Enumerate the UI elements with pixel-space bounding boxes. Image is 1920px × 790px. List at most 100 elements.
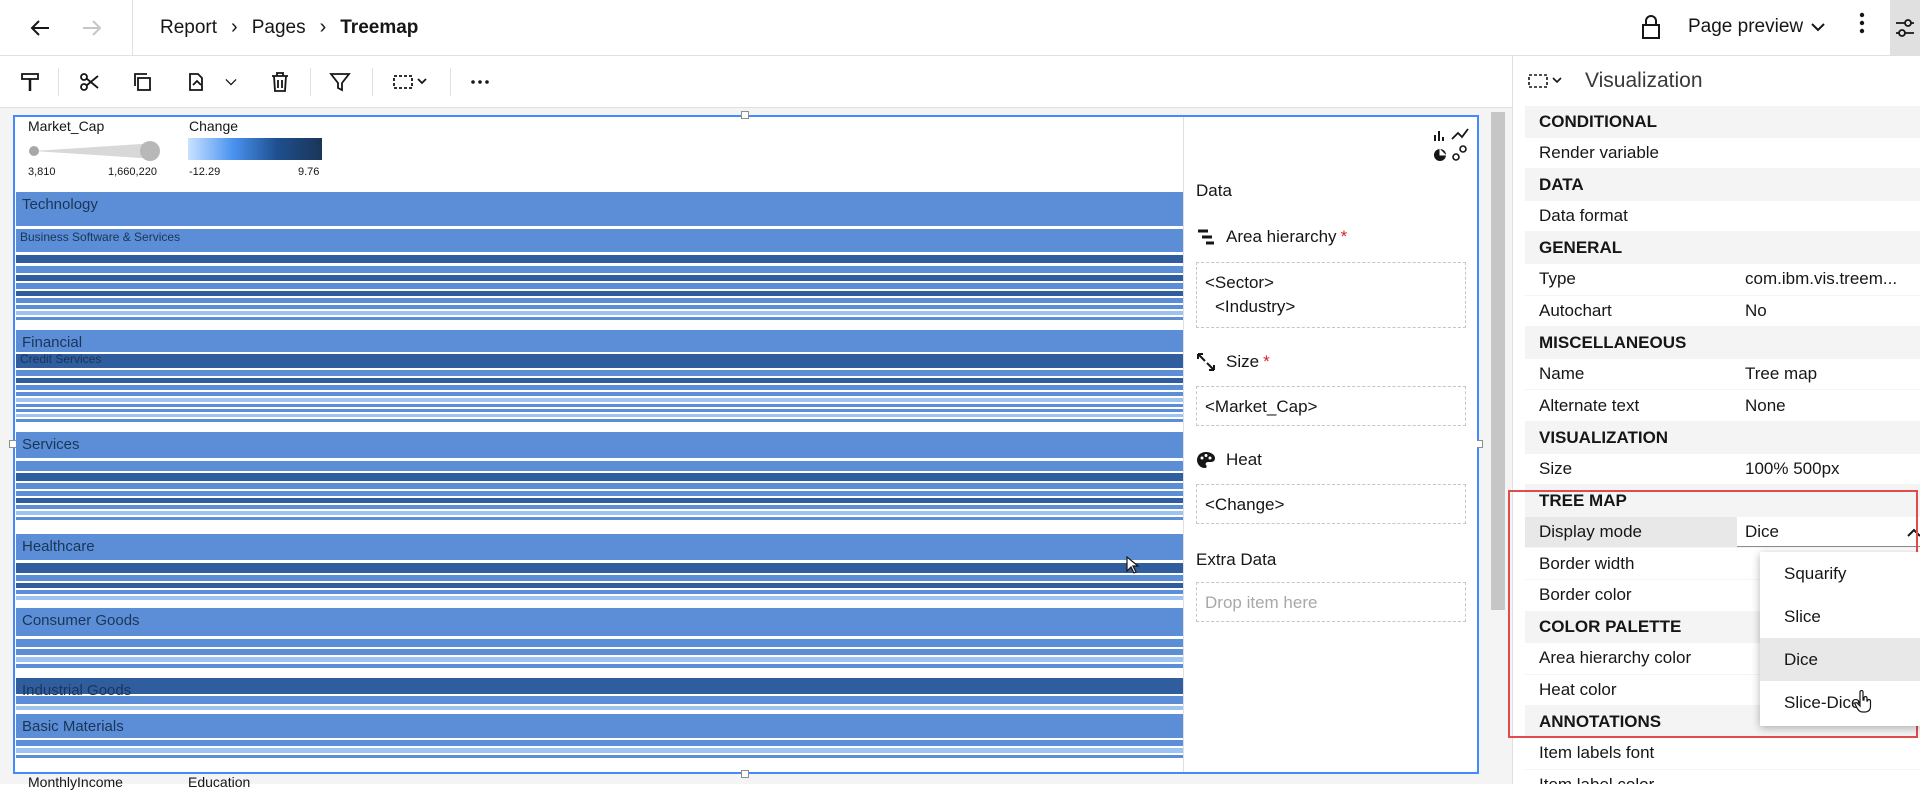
treemap-cell[interactable]: [16, 483, 1184, 489]
property-value[interactable]: com.ibm.vis.treem...: [1745, 269, 1898, 289]
treemap-cell[interactable]: [16, 594, 1184, 596]
area-hierarchy-value[interactable]: <Sector>: [1205, 273, 1274, 292]
property-value[interactable]: 100% 500px: [1745, 458, 1840, 478]
treemap-cell[interactable]: [16, 407, 1184, 409]
overflow-menu-button[interactable]: [1852, 12, 1872, 41]
filter-button[interactable]: [324, 66, 356, 98]
treemap-cell[interactable]: [16, 517, 1184, 520]
treemap-cell[interactable]: [16, 383, 1184, 385]
property-value-cell[interactable]: [1737, 264, 1920, 295]
property-data-format[interactable]: Data format: [1525, 200, 1920, 233]
treemap-cell[interactable]: [16, 560, 1184, 563]
treemap-cell[interactable]: [16, 753, 1184, 755]
menu-item-slice[interactable]: Slice: [1784, 606, 1821, 626]
treemap-cell[interactable]: [16, 655, 1184, 657]
property-value[interactable]: None: [1745, 395, 1786, 415]
treemap-cell[interactable]: [16, 378, 1184, 383]
menu-item-slice-dice[interactable]: Slice-Dice: [1784, 692, 1861, 712]
select-box-button[interactable]: [386, 66, 434, 98]
property-autochart[interactable]: Autochart No: [1525, 295, 1920, 328]
treemap-cell[interactable]: [16, 534, 1184, 560]
treemap-cell[interactable]: [16, 376, 1184, 378]
treemap-group[interactable]: Healthcare: [16, 534, 1184, 600]
treemap-cell[interactable]: [16, 289, 1184, 291]
treemap-cell[interactable]: [16, 311, 1184, 315]
more-button[interactable]: [464, 66, 496, 98]
property-value-cell[interactable]: [1737, 358, 1920, 390]
treemap-cell[interactable]: [16, 664, 1184, 668]
paste-button[interactable]: [180, 66, 212, 98]
treemap-cell[interactable]: [16, 740, 1184, 746]
treemap-cell[interactable]: [16, 491, 1184, 496]
cut-button[interactable]: [74, 66, 106, 98]
treemap-group[interactable]: Consumer Goods: [16, 608, 1184, 670]
paste-options-button[interactable]: [220, 66, 242, 98]
property-value[interactable]: Dice: [1745, 522, 1780, 542]
property-display-mode[interactable]: Display mode Dice: [1525, 516, 1920, 549]
area-hierarchy-dropzone[interactable]: <Sector> <Industry>: [1196, 262, 1466, 328]
treemap-group[interactable]: Industrial Goods: [16, 678, 1184, 710]
treemap-cell[interactable]: [16, 368, 1184, 370]
treemap-cell[interactable]: [16, 647, 1184, 649]
treemap-cell[interactable]: [16, 226, 1184, 229]
page-preview-dropdown[interactable]: Page preview: [1688, 16, 1825, 38]
treemap-cell[interactable]: [16, 471, 1184, 473]
treemap-cell[interactable]: [16, 581, 1184, 583]
property-value-cell[interactable]: [1737, 295, 1920, 327]
treemap-cell[interactable]: [16, 704, 1184, 706]
treemap-cell[interactable]: [16, 315, 1184, 317]
treemap-cell[interactable]: [16, 370, 1184, 376]
treemap-cell[interactable]: [16, 192, 1184, 226]
treemap-cell[interactable]: [16, 255, 1184, 263]
treemap-cell[interactable]: [16, 489, 1184, 491]
heat-dropzone[interactable]: <Change>: [1196, 484, 1466, 524]
treemap-cell[interactable]: [16, 649, 1184, 655]
treemap-cell[interactable]: [16, 283, 1184, 289]
extra-data-dropzone[interactable]: Drop item here: [1196, 582, 1466, 622]
property-value-cell[interactable]: [1737, 390, 1920, 421]
treemap-cell[interactable]: [16, 746, 1184, 748]
resize-handle-top[interactable]: [741, 111, 749, 119]
treemap-chart[interactable]: Technology Business Software & Services Fi…: [16, 190, 1184, 770]
select-box-icon[interactable]: [1527, 72, 1565, 90]
property-render-variable[interactable]: Render variable: [1525, 137, 1920, 170]
treemap-cell[interactable]: [16, 481, 1184, 483]
treemap-cell[interactable]: [16, 636, 1184, 639]
treemap-cell[interactable]: [16, 590, 1184, 594]
treemap-cell[interactable]: [16, 639, 1184, 647]
delete-button[interactable]: [264, 66, 296, 98]
treemap-cell[interactable]: [16, 385, 1184, 390]
treemap-cell[interactable]: [16, 511, 1184, 515]
treemap-cell[interactable]: [16, 473, 1184, 481]
menu-item-squarify[interactable]: Squarify: [1784, 563, 1847, 583]
treemap-cell[interactable]: [16, 608, 1184, 636]
property-value[interactable]: No: [1745, 300, 1767, 320]
display-mode-menu[interactable]: Squarify Slice Dice Slice-Dice: [1760, 552, 1920, 726]
treemap-cell[interactable]: [16, 354, 1184, 368]
treemap-cell[interactable]: [16, 291, 1184, 296]
area-hierarchy-value[interactable]: <Industry>: [1215, 297, 1296, 316]
copy-button[interactable]: [126, 66, 158, 98]
chevron-up-icon[interactable]: [1907, 528, 1920, 538]
treemap-cell[interactable]: [16, 668, 1184, 670]
canvas-scrollbar-thumb[interactable]: [1491, 112, 1505, 610]
property-value-cell[interactable]: [1737, 769, 1920, 784]
forward-button[interactable]: [72, 8, 112, 48]
treemap-cell[interactable]: [16, 273, 1184, 275]
treemap-cell[interactable]: [16, 583, 1184, 588]
treemap-cell[interactable]: [16, 678, 1184, 694]
treemap-cell[interactable]: [16, 281, 1184, 283]
treemap-cell[interactable]: [16, 275, 1184, 281]
treemap-cell[interactable]: [16, 298, 1184, 303]
treemap-cell[interactable]: [16, 706, 1184, 710]
treemap-cell[interactable]: [16, 309, 1184, 311]
property-item-label-color[interactable]: Item label color: [1525, 769, 1920, 784]
property-alternate-text[interactable]: Alternate text None: [1525, 390, 1920, 422]
resize-handle-bottom[interactable]: [741, 770, 749, 778]
treemap-cell[interactable]: [16, 396, 1184, 398]
treemap-cell[interactable]: [16, 498, 1184, 503]
treemap-cell[interactable]: [16, 266, 1184, 273]
lock-icon[interactable]: [1640, 14, 1662, 40]
property-type[interactable]: Type com.ibm.vis.treem...: [1525, 264, 1920, 296]
chart-type-icon[interactable]: [1430, 125, 1470, 165]
